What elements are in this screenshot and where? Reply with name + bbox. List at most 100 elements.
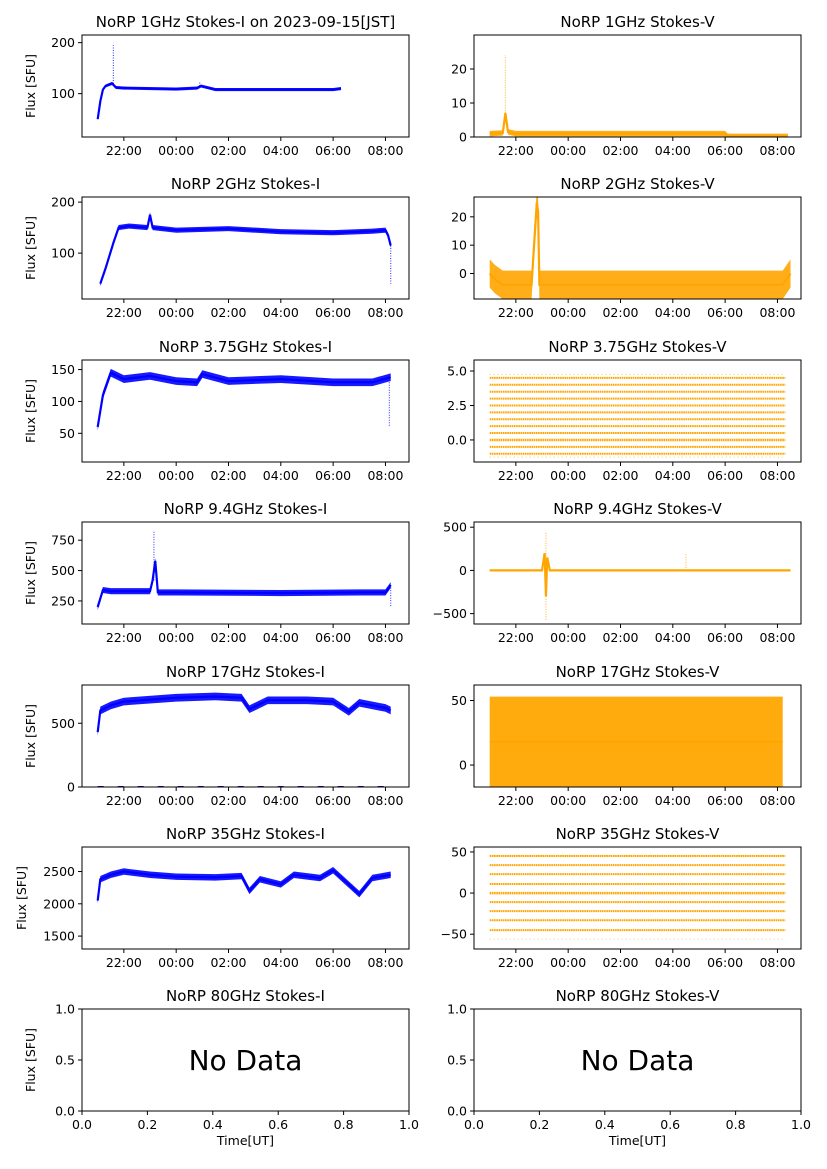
panel-94ghz-v: NoRP 9.4GHz Stokes-V 22:00 00:00 02:00 04:00… [433, 500, 802, 645]
panel-title: NoRP 17GHz Stokes-I [166, 663, 325, 681]
x-tick-label: 06:00 [315, 143, 351, 158]
x-tick-label: 02:00 [602, 468, 638, 483]
panel-2ghz-i: NoRP 2GHz Stokes-I 22:00 00:00 02:00 04:00 06… [23, 175, 410, 320]
y-tick-label: −500 [433, 606, 467, 621]
panel-80ghz-v: NoRP 80GHz Stokes-V No Data 0.0 0.2 0.4 0.6 0.… [447, 987, 811, 1148]
x-tick-label: 02:00 [602, 143, 638, 158]
y-axis-label: Flux [SFU] [23, 541, 38, 605]
y-tick-label: 0 [459, 130, 467, 145]
panel-title: NoRP 1GHz Stokes-V [560, 13, 715, 31]
x-tick-label: 00:00 [550, 468, 586, 483]
panel-80ghz-i: NoRP 80GHz Stokes-I No Data 0.0 0.2 0.4 0.6 0.… [23, 987, 419, 1148]
x-tick-label: 04:00 [263, 955, 299, 970]
panel-title: NoRP 35GHz Stokes-V [556, 825, 721, 843]
y-tick-label: 150 [51, 362, 75, 377]
panel-375ghz-v: NoRP 3.75GHz Stokes-V 22:00 00:00 02:00 04:0… [447, 338, 802, 483]
x-tick-label: 06:00 [315, 305, 351, 320]
panel-title: NoRP 3.75GHz Stokes-V [548, 338, 727, 356]
x-tick-label: 06:00 [315, 955, 351, 970]
x-tick-label: 22:00 [106, 955, 142, 970]
axes-frame [473, 684, 802, 788]
x-tick-label: 22:00 [498, 955, 534, 970]
y-tick-label: 1.0 [447, 1002, 467, 1017]
x-tick-label: 22:00 [106, 793, 142, 808]
x-tick-label: 22:00 [106, 630, 142, 645]
noise-band [100, 212, 391, 287]
x-tick-label: 0.6 [268, 1117, 288, 1132]
panel-title: NoRP 1GHz Stokes-I on 2023-09-15[JST] [96, 13, 396, 31]
x-axis-label: Time[UT] [608, 1133, 666, 1148]
series-94ghz-v [489, 531, 791, 621]
y-tick-label: 500 [51, 716, 75, 731]
noise-band [489, 110, 788, 137]
panel-title: NoRP 2GHz Stokes-V [560, 175, 715, 193]
y-tick-label: 200 [51, 195, 75, 210]
x-tick-label: 08:00 [367, 468, 403, 483]
x-tick-label: 04:00 [655, 955, 691, 970]
y-tick-label: 100 [51, 86, 75, 101]
noise-band [489, 552, 791, 598]
y-tick-label: 20 [451, 62, 467, 77]
y-tick-label: 50 [451, 693, 467, 708]
panel-title: NoRP 80GHz Stokes-V [556, 987, 721, 1005]
y-tick-label: 0.0 [55, 1104, 75, 1119]
series-1ghz-v [489, 55, 788, 137]
y-tick-label: 0 [459, 266, 467, 281]
y-tick-label: 20 [451, 209, 467, 224]
y-tick-label: 0 [459, 886, 467, 901]
x-tick-label: 08:00 [367, 305, 403, 320]
series-1ghz-i [96, 45, 342, 121]
y-axis-label: Flux [SFU] [23, 704, 38, 768]
y-tick-label: 250 [51, 593, 75, 608]
panel-title: NoRP 80GHz Stokes-I [166, 987, 325, 1005]
x-tick-label: 06:00 [707, 955, 743, 970]
x-tick-label: 02:00 [602, 955, 638, 970]
series-94ghz-i [96, 531, 392, 611]
y-tick-label: 0.5 [447, 1053, 467, 1068]
series-line [489, 113, 788, 137]
series-17ghz-i [96, 692, 392, 787]
series-375ghz-v [489, 373, 786, 458]
x-tick-label: 00:00 [550, 955, 586, 970]
axes-frame [81, 359, 410, 463]
y-tick-label: 10 [451, 238, 467, 253]
x-tick-label: 0.4 [595, 1117, 615, 1132]
y-tick-label: 50 [451, 844, 467, 859]
y-tick-label: 100 [51, 394, 75, 409]
axes-frame [81, 846, 410, 950]
noise-band [97, 692, 391, 736]
noise-band [489, 197, 791, 299]
panel-title: NoRP 17GHz Stokes-V [556, 663, 721, 681]
no-data-label: No Data [189, 1044, 303, 1077]
x-tick-label: 04:00 [263, 143, 299, 158]
x-tick-label: 04:00 [655, 793, 691, 808]
y-tick-label: 500 [443, 520, 467, 535]
y-axis-label: Flux [SFU] [23, 1028, 38, 1092]
x-tick-label: 00:00 [158, 793, 194, 808]
x-tick-label: 02:00 [210, 143, 246, 158]
x-tick-label: 04:00 [263, 793, 299, 808]
x-tick-label: 04:00 [655, 630, 691, 645]
x-tick-label: 00:00 [158, 305, 194, 320]
x-tick-label: 08:00 [759, 143, 795, 158]
y-axis-label: Flux [SFU] [23, 379, 38, 443]
x-tick-label: 00:00 [550, 143, 586, 158]
y-tick-label: 10 [451, 96, 467, 111]
x-tick-label: 02:00 [210, 630, 246, 645]
x-tick-label: 02:00 [210, 305, 246, 320]
noise-band [97, 557, 391, 611]
axes-frame [81, 521, 410, 625]
x-tick-label: 08:00 [367, 630, 403, 645]
axes-frame [81, 34, 410, 138]
y-tick-label: 0 [459, 563, 467, 578]
x-tick-label: 08:00 [759, 305, 795, 320]
panel-title: NoRP 9.4GHz Stokes-V [553, 500, 722, 518]
x-tick-label: 04:00 [655, 468, 691, 483]
y-tick-label: 1.0 [55, 1002, 75, 1017]
noise-band [97, 368, 391, 431]
x-tick-label: 02:00 [602, 305, 638, 320]
x-tick-label: 02:00 [210, 468, 246, 483]
x-tick-label: 06:00 [707, 793, 743, 808]
x-axis-label: Time[UT] [216, 1133, 274, 1148]
series-line [96, 695, 392, 733]
